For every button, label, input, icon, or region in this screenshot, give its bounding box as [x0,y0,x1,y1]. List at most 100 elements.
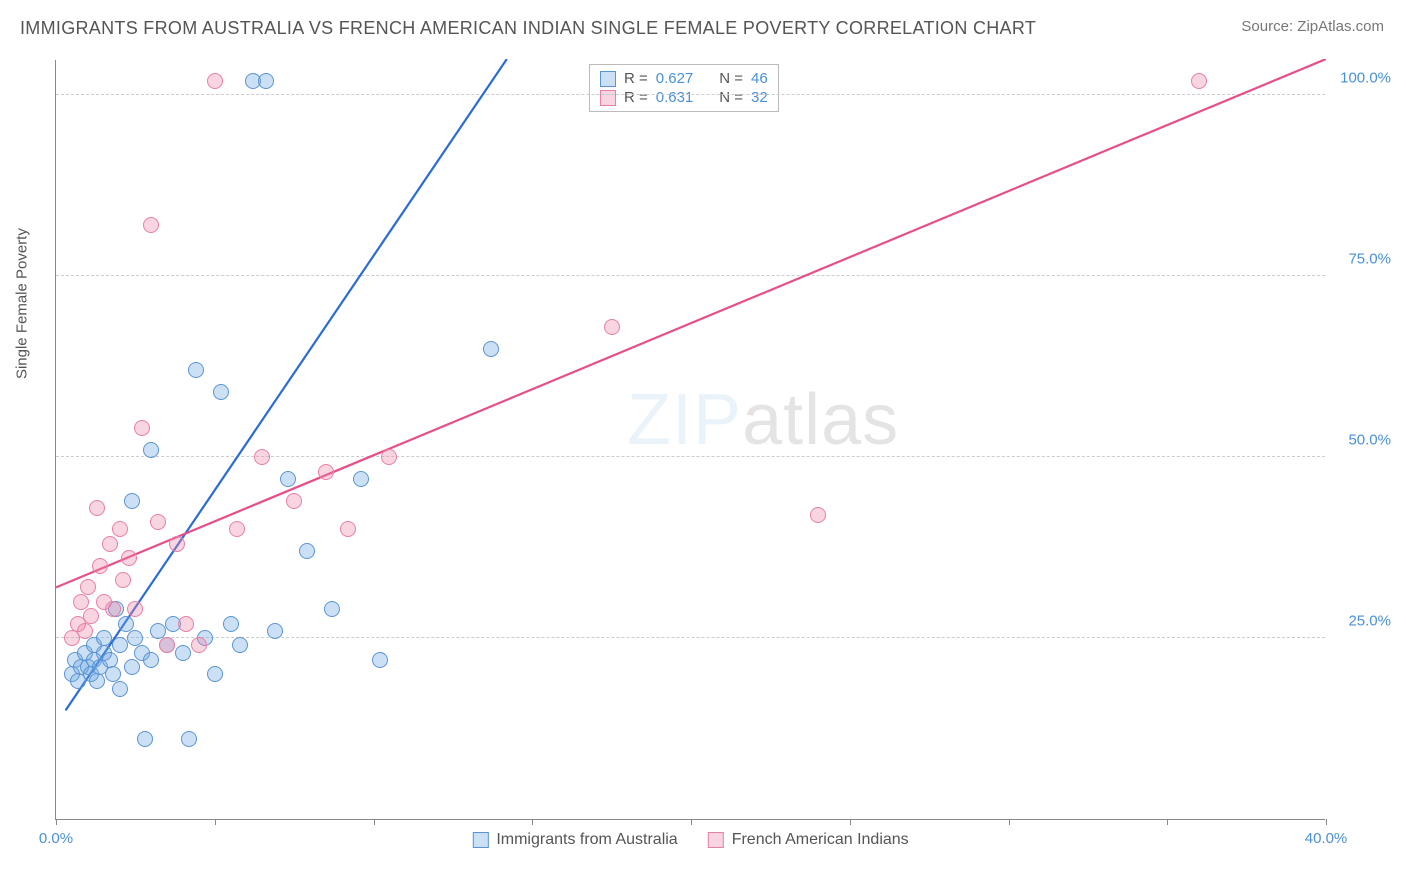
data-point-aus [280,471,296,487]
data-point-fai [77,623,93,639]
swatch-icon [600,71,616,87]
x-tick [1326,819,1327,825]
data-point-aus [207,666,223,682]
legend-label: French American Indians [732,831,909,849]
data-point-aus [124,493,140,509]
r-label: R = [624,89,648,106]
gridline [56,456,1325,457]
data-point-fai [92,558,108,574]
data-point-aus [124,659,140,675]
data-point-aus [188,362,204,378]
source-link[interactable]: ZipAtlas.com [1297,18,1384,35]
swatch-icon [472,832,488,848]
gridline [56,94,1325,95]
data-point-fai [112,521,128,537]
chart-title: IMMIGRANTS FROM AUSTRALIA VS FRENCH AMER… [20,18,1036,39]
x-tick [850,819,851,825]
data-point-aus [213,384,229,400]
data-point-fai [604,319,620,335]
data-point-aus [112,637,128,653]
data-point-fai [150,514,166,530]
n-label: N = [719,70,743,87]
x-tick [1167,819,1168,825]
data-point-fai [318,464,334,480]
plot-area: ZIPatlas R = 0.627N = 46R = 0.631N = 32 … [55,60,1325,820]
y-tick-label: 25.0% [1348,613,1391,630]
data-point-fai [286,493,302,509]
y-axis-label: Single Female Poverty [14,228,31,379]
data-point-fai [191,637,207,653]
data-point-fai [80,579,96,595]
data-point-aus [137,731,153,747]
data-point-aus [353,471,369,487]
data-point-fai [1191,73,1207,89]
source-attribution: Source: ZipAtlas.com [1241,18,1384,35]
n-label: N = [719,89,743,106]
stats-row-aus: R = 0.627 N = 46 [600,69,768,88]
n-value: 46 [751,70,768,87]
data-point-aus [181,731,197,747]
data-point-fai [105,601,121,617]
y-tick-label: 100.0% [1340,70,1391,87]
data-point-fai [207,73,223,89]
x-tick [532,819,533,825]
data-point-fai [229,521,245,537]
data-point-aus [483,341,499,357]
data-point-aus [102,652,118,668]
data-point-fai [178,616,194,632]
data-point-fai [381,449,397,465]
data-point-fai [254,449,270,465]
data-point-fai [115,572,131,588]
legend-item-fai: French American Indians [708,831,909,849]
data-point-aus [143,652,159,668]
data-point-fai [73,594,89,610]
x-tick [56,819,57,825]
x-tick-label: 40.0% [1305,830,1348,847]
data-point-fai [121,550,137,566]
x-tick [215,819,216,825]
data-point-aus [150,623,166,639]
data-point-fai [83,608,99,624]
x-tick [691,819,692,825]
data-point-fai [159,637,175,653]
data-point-aus [267,623,283,639]
data-point-aus [143,442,159,458]
data-point-aus [175,645,191,661]
n-value: 32 [751,89,768,106]
y-tick-label: 75.0% [1348,251,1391,268]
data-point-aus [89,673,105,689]
data-point-fai [134,420,150,436]
data-point-aus [324,601,340,617]
data-point-aus [96,630,112,646]
r-value: 0.631 [656,89,694,106]
gridline [56,637,1325,638]
swatch-icon [708,832,724,848]
gridline [56,275,1325,276]
r-value: 0.627 [656,70,694,87]
stats-box: R = 0.627 N = 46 R = 0.631 N = 32 [589,64,779,112]
data-point-aus [223,616,239,632]
x-tick [1009,819,1010,825]
data-point-fai [102,536,118,552]
swatch-icon [600,90,616,106]
data-point-fai [127,601,143,617]
data-point-aus [112,681,128,697]
x-tick [374,819,375,825]
legend-item-aus: Immigrants from Australia [472,831,677,849]
data-point-fai [340,521,356,537]
y-tick-label: 50.0% [1348,432,1391,449]
x-tick-label: 0.0% [39,830,73,847]
watermark: ZIPatlas [627,379,899,461]
data-point-aus [258,73,274,89]
data-point-aus [299,543,315,559]
data-point-aus [118,616,134,632]
r-label: R = [624,70,648,87]
trend-line-fai [56,59,1326,587]
data-point-fai [89,500,105,516]
data-point-fai [143,217,159,233]
source-prefix: Source: [1241,18,1297,35]
stats-row-fai: R = 0.631 N = 32 [600,88,768,107]
data-point-fai [810,507,826,523]
data-point-fai [169,536,185,552]
data-point-aus [232,637,248,653]
